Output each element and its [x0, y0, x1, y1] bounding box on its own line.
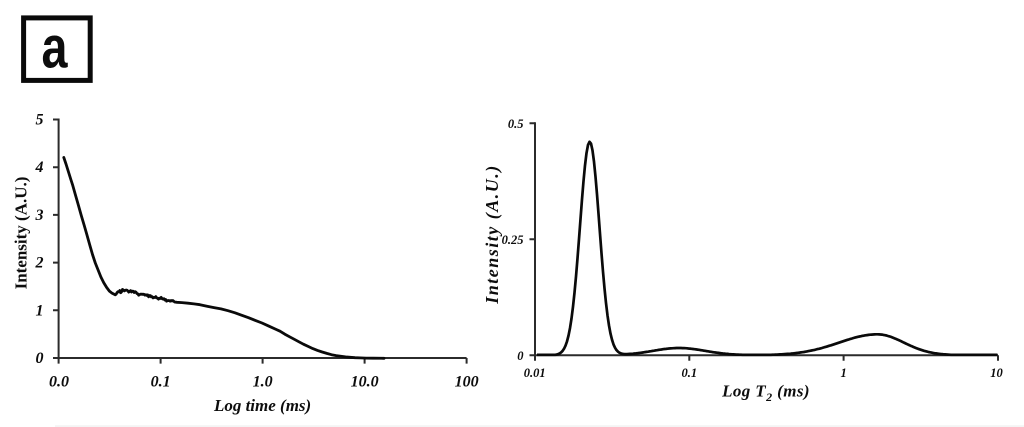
svg-text:4: 4	[35, 159, 44, 176]
svg-text:2: 2	[35, 255, 44, 272]
svg-text:Log time (ms): Log time (ms)	[213, 396, 311, 415]
svg-text:1.0: 1.0	[253, 374, 273, 391]
svg-text:1: 1	[36, 302, 44, 319]
svg-text:0.25: 0.25	[502, 233, 524, 247]
svg-text:0.01: 0.01	[524, 366, 546, 380]
svg-text:0: 0	[36, 350, 44, 367]
svg-text:3: 3	[35, 207, 44, 224]
svg-text:10: 10	[990, 366, 1003, 380]
svg-text:0.0: 0.0	[49, 374, 69, 391]
svg-text:Intensity (A.U.): Intensity (A.U.)	[482, 164, 503, 305]
svg-text:100: 100	[455, 374, 479, 391]
svg-text:10.0: 10.0	[351, 374, 379, 391]
svg-text:a: a	[42, 15, 69, 81]
svg-text:0: 0	[517, 349, 524, 363]
svg-text:5: 5	[36, 112, 44, 129]
svg-text:1: 1	[840, 366, 846, 380]
svg-text:0.5: 0.5	[508, 117, 524, 131]
svg-text:0.1: 0.1	[151, 374, 171, 391]
svg-text:Intensity (A.U.): Intensity (A.U.)	[12, 177, 31, 290]
svg-text:Log T2 (ms): Log T2 (ms)	[721, 382, 810, 405]
svg-text:0.1: 0.1	[681, 366, 697, 380]
